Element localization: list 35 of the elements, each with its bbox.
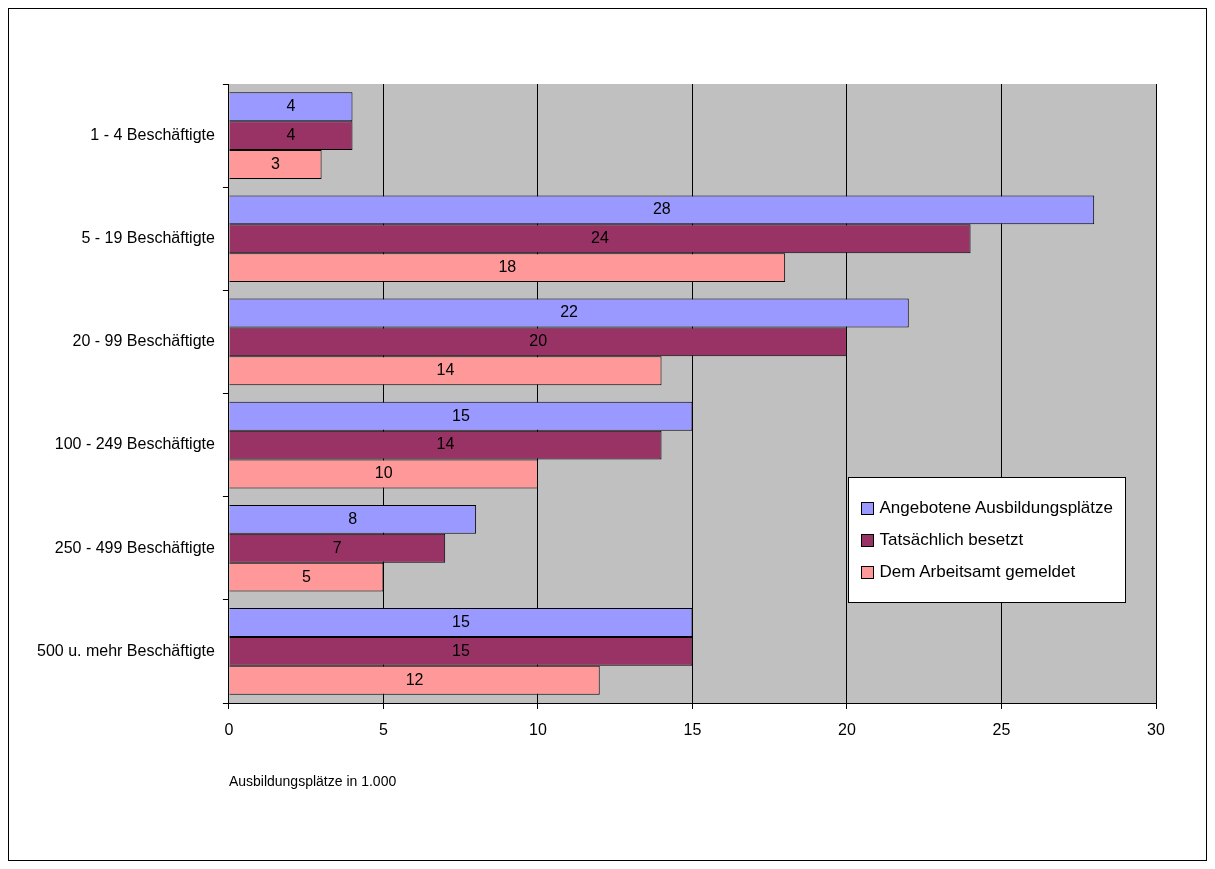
x-axis-title: Ausbildungsplätze in 1.000	[228, 773, 397, 790]
data-label: 14	[436, 435, 455, 453]
y-tick-label: 250 - 499 Beschäftigte	[54, 538, 215, 556]
legend-label: Tatsächlich besetzt	[879, 530, 1024, 550]
data-label: 3	[271, 154, 281, 172]
data-label: 24	[591, 229, 609, 247]
data-label: 20	[529, 332, 548, 350]
x-tick-label: 15	[683, 721, 702, 739]
data-label: 28	[652, 200, 671, 218]
data-label: 7	[332, 538, 342, 556]
data-label: 22	[560, 303, 579, 321]
x-tick-label: 25	[992, 721, 1011, 739]
data-label: 10	[374, 464, 393, 482]
y-tick-label: 20 - 99 Beschäftigte	[72, 332, 215, 350]
y-tick-label: 100 - 249 Beschäftigte	[54, 435, 215, 453]
y-tick-label: 5 - 19 Beschäftigte	[81, 229, 215, 247]
data-label: 14	[436, 361, 455, 379]
data-label: 4	[286, 97, 296, 115]
data-label: 15	[452, 612, 470, 630]
data-label: 15	[452, 406, 470, 424]
x-tick-label: 10	[529, 721, 547, 739]
legend-label: Angebotene Ausbildungsplätze	[879, 498, 1113, 518]
data-label: 18	[498, 258, 517, 276]
data-label: 5	[301, 567, 311, 585]
x-tick-label: 0	[224, 721, 234, 739]
x-tick-label: 30	[1147, 721, 1165, 739]
data-label: 12	[405, 670, 424, 688]
x-tick-label: 5	[378, 721, 388, 739]
x-tick-label: 20	[838, 721, 856, 739]
y-tick-label: 1 - 4 Beschäftigte	[90, 125, 215, 143]
data-label: 4	[286, 125, 296, 143]
legend-label: Dem Arbeitsamt gemeldet	[879, 562, 1076, 582]
y-tick-label: 500 u. mehr Beschäftigte	[36, 641, 215, 659]
data-label: 8	[348, 509, 358, 527]
data-label: 15	[452, 641, 470, 659]
